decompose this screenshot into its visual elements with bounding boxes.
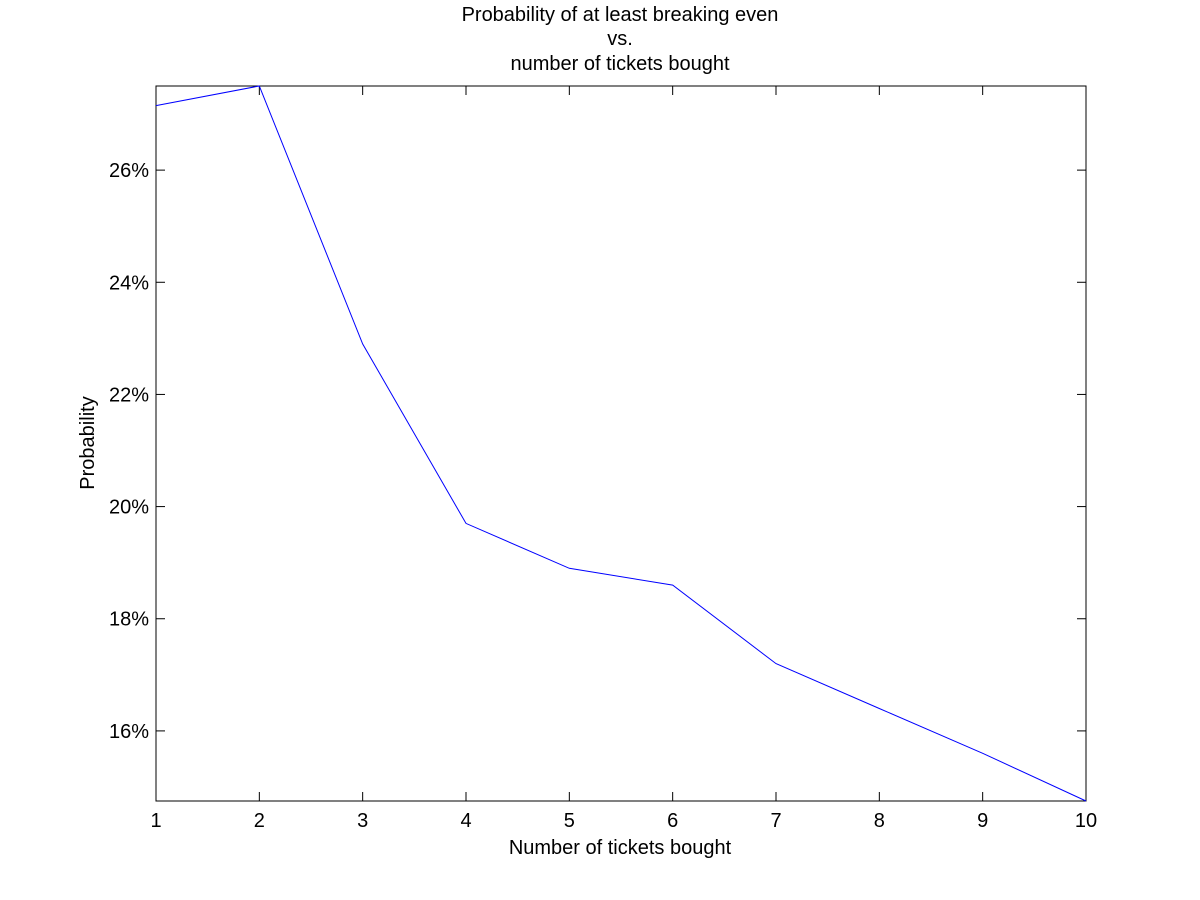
title-line-3: number of tickets bought bbox=[510, 53, 729, 75]
x-tick-label: 9 bbox=[977, 810, 988, 832]
y-tick-label: 22% bbox=[109, 384, 149, 406]
x-tick-label: 4 bbox=[460, 810, 471, 832]
title-line-2: vs. bbox=[607, 28, 633, 50]
x-tick-label: 1 bbox=[150, 810, 161, 832]
y-tick-label: 18% bbox=[109, 609, 149, 631]
y-tick-label: 16% bbox=[109, 721, 149, 743]
x-tick-label: 7 bbox=[770, 810, 781, 832]
chart-title: Probability of at least breaking even vs… bbox=[462, 4, 779, 75]
y-tick-label: 20% bbox=[109, 497, 149, 519]
x-tick-label: 5 bbox=[564, 810, 575, 832]
axes-frame bbox=[155, 85, 1087, 802]
y-tick-label: 24% bbox=[109, 272, 149, 294]
x-axis-label: Number of tickets bought bbox=[509, 837, 732, 859]
x-tick-label: 8 bbox=[874, 810, 885, 832]
x-tick-label: 2 bbox=[254, 810, 265, 832]
x-tick-label: 3 bbox=[357, 810, 368, 832]
x-tick-label: 10 bbox=[1075, 810, 1097, 832]
title-line-1: Probability of at least breaking even bbox=[462, 4, 779, 26]
y-axis-label: Probability bbox=[77, 396, 99, 489]
series-line bbox=[155, 85, 1087, 802]
y-tick-label: 26% bbox=[109, 160, 149, 182]
plot-area: 1 2 3 4 5 6 7 8 9 10 16% 18% 20% 22% 24% 26% bbox=[109, 85, 1097, 832]
x-tick-label: 6 bbox=[667, 810, 678, 832]
